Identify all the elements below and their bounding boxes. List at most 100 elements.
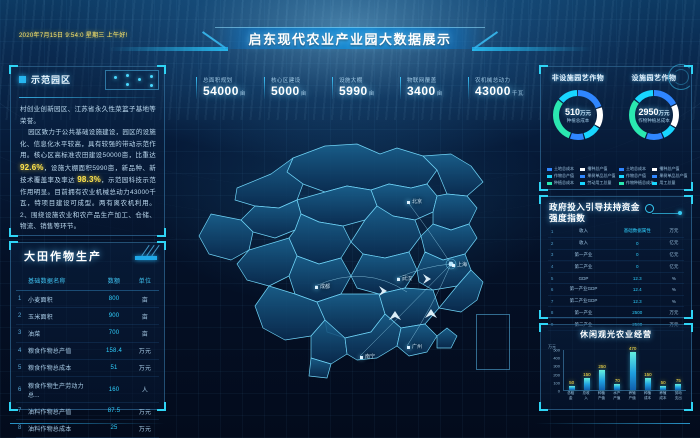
donut-chart: 设施园艺作物 2950万元 作物种植总成本 [616,73,692,142]
table-row[interactable]: 5 GDP 12.3% [548,272,684,284]
table-row[interactable]: 7 第二产业GDP 12.3% [548,295,684,308]
x-axis-labels: 总租金 总收入 种植产值 水产产值 养殖产值 种植成本 养殖成本 劳动支出 [563,391,686,403]
stat-item: 核心区建设 5000亩 [264,76,332,102]
legend-item[interactable]: 播种总产值 [652,166,682,172]
map-city-dot[interactable] [452,264,455,267]
table-row[interactable]: 1 收入 基础数据属性 万元 [548,226,684,238]
decorative-ring-icon [668,64,694,90]
row-index: 5 [548,272,557,284]
legend-item[interactable]: 土地总成本 [619,166,649,172]
y-axis-tick: 300 [553,363,560,369]
panel-title-label: 示范园区 [31,75,72,85]
bar-column[interactable]: 150 [643,350,652,390]
bar[interactable] [660,386,667,390]
legend-item[interactable]: 作物总产值 [619,173,649,179]
stat-label: 核心区建设 [271,78,301,84]
legend-item[interactable]: 劳动用工总量 [580,180,611,186]
legend-item[interactable]: 作物种植总成本 [619,180,654,186]
row-value: 12.4 [610,283,664,296]
row-name: 油菜 [26,324,97,343]
map-city-label: 南宁 [365,354,376,360]
legend-item[interactable]: 种植总成本 [547,180,577,186]
bar-column[interactable]: 50 [659,350,668,390]
table-row[interactable]: 8 油料作物总成本 25 万元 [16,419,159,438]
legend-item[interactable]: 土地总成本 [547,166,577,172]
row-name: GDP [556,272,611,284]
panel-demo-park-body: 村创业创新园区、江苏省永久性菜篮子基地等荣誉。 园区致力于公共基础设施建设，园区… [20,104,156,233]
legend-label: 土地总成本 [626,166,646,171]
table-row[interactable]: 3 第一产业 0 亿元 [548,249,684,262]
bar-column[interactable]: 70 [613,350,622,390]
table-row[interactable]: 2 玉米面积 900 亩 [16,307,159,326]
map-city-dot[interactable] [407,201,410,204]
row-index: 6 [16,376,26,404]
bar[interactable] [568,386,575,390]
legend-label: 作物种植总成本 [626,180,654,185]
bar[interactable] [644,378,651,390]
row-unit: 万元 [131,419,159,438]
table-row[interactable]: 7 油料作物总产值 87.5 万元 [16,402,159,421]
china-map[interactable]: 北京 上海 武汉 成都 南宁 广州 [175,96,535,396]
legend-item[interactable]: 用工总量 [652,180,682,186]
legend-item[interactable]: 果树单品总产值 [652,173,687,179]
map-city-dot[interactable] [407,346,410,349]
row-index: 5 [16,359,26,377]
stat-unit: 亩 [436,91,443,97]
gov-table: 1 收入 基础数据属性 万元 2 收入 0 亿元 3 第一产业 0 亿元 4 第二产业 0 亿元 5 GDP 12.… [548,226,684,332]
stat-label: 农机械总动力 [475,78,511,84]
panel-demo-park: 示范园区 村创业创新园区、江苏省永久性菜篮子基地等荣誉。 园区致力于公共基础设施… [9,65,166,237]
table-row[interactable]: 3 油菜 700 亩 [16,324,159,343]
row-value: 12.3 [610,272,664,284]
corner-top-right [684,195,693,204]
corner-bottom-right [157,228,166,237]
stat-label: 物联网覆盖 [407,78,437,84]
legend-item[interactable]: 果树单品总产值 [580,173,615,179]
bar[interactable] [599,370,606,390]
legend-label: 用工总量 [659,180,676,185]
donut-ring[interactable]: 2950万元 作物种植总成本 [627,88,681,142]
stat-label: 总面积规划 [203,78,233,84]
bar-column[interactable]: 50 [567,350,576,390]
donut-value: 2950万元 [638,106,670,117]
bar-column[interactable]: 75 [674,350,683,390]
row-value: 160 [97,376,131,404]
intro-paragraph-4: ，示范园科技示范作用明显。目前拥有农业机械总动力43000千瓦，特项目建设可成型… [20,177,156,207]
bar-column[interactable]: 470 [628,346,637,390]
corner-bottom-left [539,310,548,319]
bar-value-label: 50 [569,380,575,385]
row-unit: 亩 [131,307,159,326]
map-city-dot[interactable] [315,286,318,289]
gov-table-body: 1 收入 基础数据属性 万元 2 收入 0 亿元 3 第一产业 0 亿元 4 第二产业 0 亿元 5 GDP 12.… [548,226,684,332]
row-index: 8 [16,419,26,438]
node-network-icon [105,70,159,90]
row-name: 收入 [556,237,611,250]
bar[interactable] [614,384,621,390]
legend-item[interactable]: 作物总产值 [547,173,577,179]
map-city-dot[interactable] [397,278,400,281]
bar[interactable] [629,352,636,390]
table-row[interactable]: 8 第一产业 2500 万元 [548,306,684,320]
crop-col-index [16,272,26,291]
bar[interactable] [583,378,590,390]
row-value: 0 [610,237,664,250]
table-row[interactable]: 5 粮食作物总成本 51 万元 [16,359,159,377]
table-row[interactable]: 2 收入 0 亿元 [548,237,684,250]
table-row[interactable]: 4 粮食作物总产值 158.4 万元 [16,342,159,360]
bar-value-label: 150 [583,372,591,377]
table-row[interactable]: 6 粮食作物生产劳动力总... 160 人 [16,376,159,404]
bar-column[interactable]: 150 [582,350,591,390]
bar-value-label: 50 [660,380,666,385]
table-row[interactable]: 1 小麦面积 800 亩 [16,290,159,309]
donut-ring[interactable]: 510万元 种植总成本 [551,88,605,142]
map-city-dot[interactable] [360,356,363,359]
bar-column[interactable]: 250 [598,350,607,390]
bar[interactable] [675,384,682,390]
row-unit: 亿元 [663,260,684,274]
legend-item[interactable]: 播种总产值 [580,166,610,172]
legend-group: 土地总成本 播种总产值 作物总产值 果树单品总产值 种植总成本 劳动用工总量 [544,166,616,186]
circle-node-icon [638,204,684,216]
row-unit: 万元 [663,306,684,320]
row-name: 粮食作物生产劳动力总... [26,376,97,404]
table-row[interactable]: 4 第二产业 0 亿元 [548,260,684,274]
table-row[interactable]: 6 第一产业GDP 12.4% [548,283,684,296]
